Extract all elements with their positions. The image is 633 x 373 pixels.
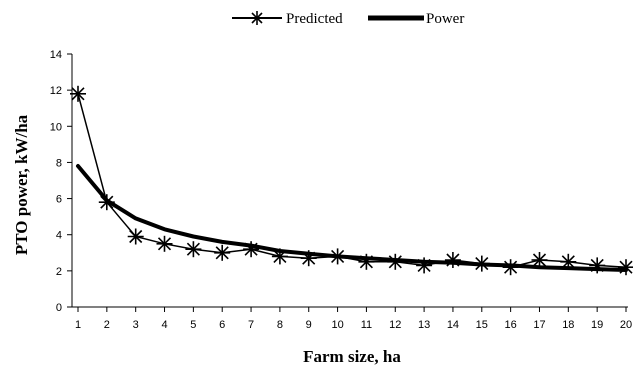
predicted-point — [98, 194, 115, 211]
y-tick-label: 12 — [50, 85, 62, 97]
x-tick-label: 7 — [248, 319, 254, 331]
x-tick-label: 1 — [75, 319, 81, 331]
x-tick-label: 2 — [104, 319, 110, 331]
x-tick-label: 5 — [190, 319, 196, 331]
y-tick-label: 10 — [50, 121, 62, 133]
predicted-point — [358, 253, 375, 270]
x-tick-label: 13 — [418, 319, 430, 331]
predicted-point — [473, 255, 490, 272]
predicted-point — [416, 257, 433, 274]
legend-power-label: Power — [426, 11, 464, 27]
y-axis-title: PTO power, kW/ha — [12, 114, 31, 255]
y-tick-label: 8 — [56, 157, 62, 169]
y-tick-label: 2 — [56, 266, 62, 278]
predicted-point — [444, 252, 461, 268]
legend-predicted-marker — [250, 11, 264, 25]
x-tick-label: 10 — [331, 319, 343, 331]
x-tick-label: 11 — [361, 319, 372, 331]
x-tick-label: 15 — [476, 319, 488, 331]
predicted-point — [127, 228, 144, 245]
series-power-line — [76, 164, 628, 272]
predicted-point — [156, 235, 173, 252]
x-tick-label: 12 — [389, 319, 401, 331]
x-tick-label: 4 — [161, 319, 167, 331]
x-tick-label: 16 — [505, 319, 517, 331]
predicted-point — [387, 253, 404, 270]
series-predicted — [70, 85, 633, 276]
x-axis-title: Farm size, ha — [303, 347, 401, 366]
x-tick-label: 17 — [533, 319, 545, 331]
predicted-point — [502, 259, 519, 276]
series-predicted-line — [77, 93, 627, 268]
y-tick-label: 0 — [56, 302, 62, 314]
predicted-point — [531, 252, 548, 268]
predicted-point — [300, 250, 317, 267]
x-tick-label: 20 — [620, 319, 632, 331]
x-tick-label: 19 — [591, 319, 603, 331]
y-tick-label: 4 — [56, 230, 62, 242]
x-tick-label: 18 — [562, 319, 574, 331]
predicted-point — [329, 248, 346, 265]
legend: Predicted Power — [232, 11, 464, 27]
predicted-point — [185, 241, 202, 258]
predicted-point — [271, 248, 288, 265]
predicted-point — [618, 259, 633, 276]
x-tick-label: 6 — [219, 319, 225, 331]
predicted-point — [214, 244, 231, 261]
x-tick-label: 8 — [277, 319, 283, 331]
predicted-point — [243, 241, 260, 258]
y-tick-label: 14 — [50, 49, 62, 61]
y-axis: 0 2 4 6 8 10 12 14 — [50, 49, 73, 314]
x-axis: 1 2 3 4 5 6 7 8 9 10 11 12 13 14 15 16 17 18 19 20 — [72, 306, 632, 331]
series-power — [76, 164, 628, 272]
x-tick-label: 14 — [447, 319, 459, 331]
x-tick-label: 9 — [306, 319, 312, 331]
y-tick-label: 6 — [56, 194, 62, 206]
legend-predicted-label: Predicted — [286, 11, 343, 27]
predicted-point — [560, 253, 577, 270]
predicted-point — [70, 85, 86, 102]
predicted-point — [589, 257, 606, 274]
x-tick-label: 3 — [133, 319, 139, 331]
